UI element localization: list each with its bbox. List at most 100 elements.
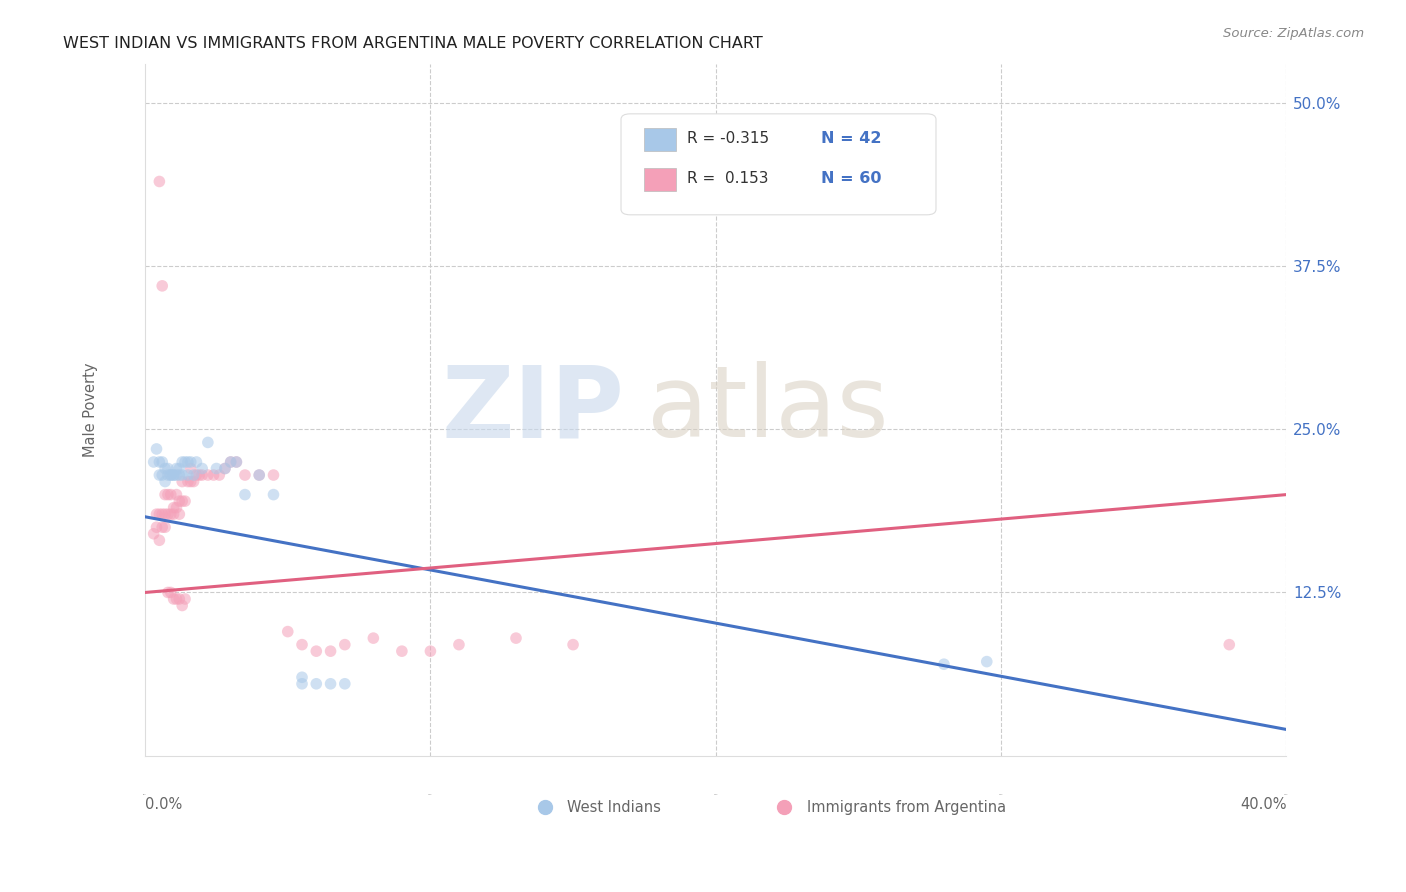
FancyBboxPatch shape <box>621 114 936 215</box>
Point <box>153 475 176 489</box>
Point <box>180 455 202 469</box>
Point <box>177 475 200 489</box>
Point <box>169 468 191 483</box>
Point <box>150 455 173 469</box>
Point <box>159 507 181 521</box>
Point <box>208 468 231 483</box>
Point <box>153 461 176 475</box>
Text: 20.0%: 20.0% <box>713 794 718 795</box>
Point <box>145 520 167 534</box>
Text: N = 60: N = 60 <box>821 171 882 186</box>
Point <box>150 468 173 483</box>
Point <box>333 677 356 691</box>
Text: R =  0.153: R = 0.153 <box>688 171 769 186</box>
Point <box>162 500 184 515</box>
Point <box>166 592 188 607</box>
Point <box>162 592 184 607</box>
Point <box>169 461 191 475</box>
Point <box>505 631 527 645</box>
Point <box>150 278 173 293</box>
Point <box>186 455 208 469</box>
Point <box>159 487 181 501</box>
Point <box>225 455 247 469</box>
Point <box>166 487 188 501</box>
Point <box>162 507 184 521</box>
Point <box>153 507 176 521</box>
Point <box>172 599 194 613</box>
Point <box>180 461 202 475</box>
Point <box>319 644 342 658</box>
Point <box>1218 638 1240 652</box>
Point <box>169 592 191 607</box>
Text: 0.0%: 0.0% <box>143 794 146 795</box>
Point <box>214 461 236 475</box>
Point <box>148 174 170 188</box>
Point <box>159 468 181 483</box>
Point <box>177 468 200 483</box>
Point <box>363 631 385 645</box>
Point <box>166 500 188 515</box>
Point <box>172 455 194 469</box>
Point <box>177 455 200 469</box>
Point <box>172 468 194 483</box>
Text: Male Poverty: Male Poverty <box>83 362 98 457</box>
Point <box>191 461 214 475</box>
Text: atlas: atlas <box>647 361 889 458</box>
Point <box>976 655 998 669</box>
Point <box>142 455 165 469</box>
Point <box>247 468 270 483</box>
Point <box>148 468 170 483</box>
Point <box>219 455 242 469</box>
Point <box>145 507 167 521</box>
Point <box>156 487 179 501</box>
Point <box>205 461 228 475</box>
Point <box>174 455 197 469</box>
Point <box>153 520 176 534</box>
Point <box>145 442 167 456</box>
Text: Source: ZipAtlas.com: Source: ZipAtlas.com <box>1223 27 1364 40</box>
Point <box>305 644 328 658</box>
Point <box>197 435 219 450</box>
Point <box>148 533 170 548</box>
Text: Immigrants from Argentina: Immigrants from Argentina <box>807 800 1007 815</box>
Point <box>277 624 299 639</box>
Text: 0.0%: 0.0% <box>145 797 183 812</box>
Point <box>214 461 236 475</box>
Point <box>562 638 585 652</box>
Point <box>247 468 270 483</box>
Text: 40.0%: 40.0% <box>1284 794 1288 795</box>
Point <box>932 657 955 672</box>
Point <box>263 468 285 483</box>
Point <box>148 507 170 521</box>
Point <box>169 507 191 521</box>
Point <box>197 468 219 483</box>
Point <box>291 670 314 684</box>
Point <box>263 487 285 501</box>
Point <box>172 475 194 489</box>
Point <box>166 468 188 483</box>
Point <box>333 638 356 652</box>
Point <box>162 468 184 483</box>
Text: R = -0.315: R = -0.315 <box>688 131 769 146</box>
Text: ZIP: ZIP <box>441 361 624 458</box>
Point <box>174 494 197 508</box>
Point <box>219 455 242 469</box>
Point <box>153 487 176 501</box>
Text: West Indians: West Indians <box>568 800 661 815</box>
Point <box>291 638 314 652</box>
Point <box>156 461 179 475</box>
Text: 40.0%: 40.0% <box>1240 797 1286 812</box>
Text: WEST INDIAN VS IMMIGRANTS FROM ARGENTINA MALE POVERTY CORRELATION CHART: WEST INDIAN VS IMMIGRANTS FROM ARGENTINA… <box>63 36 763 51</box>
Point <box>148 455 170 469</box>
Point <box>191 468 214 483</box>
Point <box>305 677 328 691</box>
Point <box>150 507 173 521</box>
Text: N = 42: N = 42 <box>821 131 882 146</box>
Point <box>180 475 202 489</box>
Bar <box>644 128 676 151</box>
Point <box>156 585 179 599</box>
Point <box>233 468 256 483</box>
Point <box>188 468 211 483</box>
Point <box>391 644 413 658</box>
Point <box>447 638 470 652</box>
